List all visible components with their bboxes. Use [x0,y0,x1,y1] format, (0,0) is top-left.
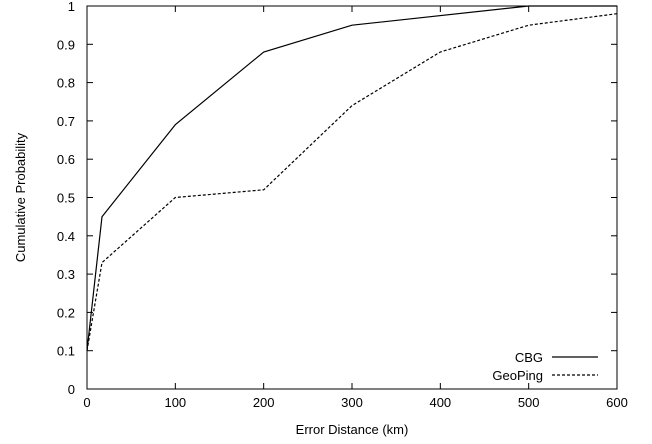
x-tick-label: 200 [253,395,275,410]
series-line-geoping [86,13,618,351]
y-tick-label: 0 [68,382,75,397]
y-tick-label: 0.6 [57,152,75,167]
plot-frame [86,5,618,390]
y-axis-title: Cumulative Probability [13,132,28,262]
y-tick-label: 0.9 [57,37,75,52]
x-tick-label: 300 [341,395,363,410]
series-line-cbg [86,5,617,351]
x-axis-title: Error Distance (km) [296,422,409,437]
y-tick-label: 0.1 [57,344,75,359]
y-tick-label: 0.5 [57,191,75,206]
legend-label: GeoPing [492,368,543,383]
plot-area-frame [86,5,618,390]
x-tick-label: 100 [164,395,186,410]
x-tick-label: 0 [83,395,90,410]
x-tick-label: 500 [518,395,540,410]
x-tick-label: 600 [606,395,628,410]
y-tick-label: 0.2 [57,305,75,320]
y-tick-label: 1 [68,0,75,14]
y-tick-label: 0.4 [57,229,75,244]
legend: CBG GeoPing [492,350,598,383]
y-axis-ticks: 0 0.1 0.2 0.3 0.4 0.5 0.6 0.7 0.8 0.9 1 [57,0,617,397]
x-axis-ticks: 0 100 200 300 400 500 600 [83,6,628,410]
y-tick-label: 0.8 [57,76,75,91]
series-layer [86,5,618,351]
x-tick-label: 400 [429,395,451,410]
legend-label: CBG [515,350,543,365]
y-tick-label: 0.7 [57,114,75,129]
y-tick-label: 0.3 [57,267,75,282]
